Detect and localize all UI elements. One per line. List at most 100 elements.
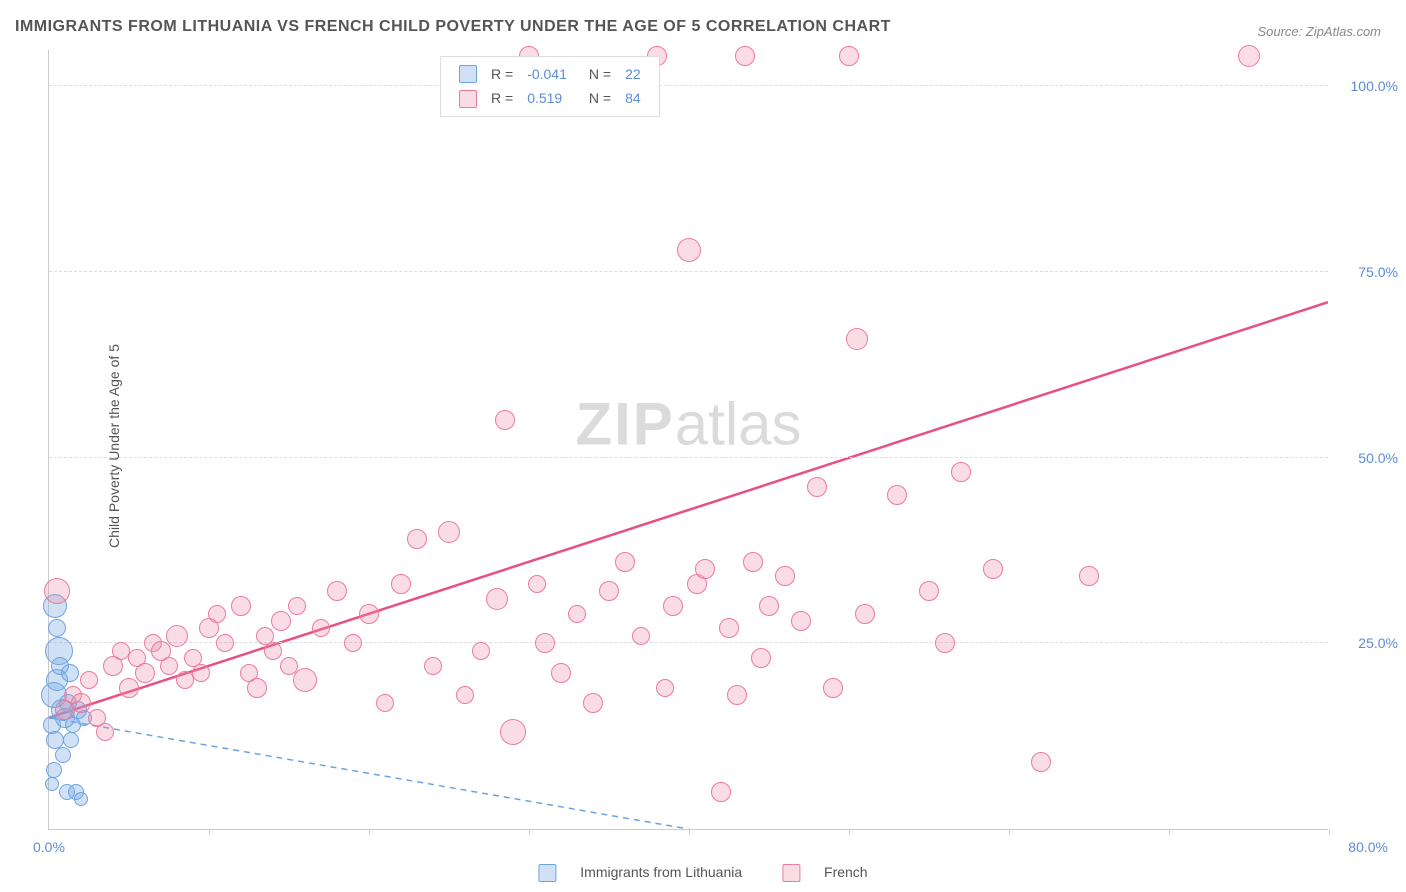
scatter-point xyxy=(80,671,98,689)
legend-row: R =-0.041N =22 xyxy=(453,63,647,85)
scatter-point xyxy=(486,588,508,610)
legend-correlation: R =-0.041N =22R =0.519N =84 xyxy=(440,56,660,117)
scatter-point xyxy=(48,619,66,637)
x-tick xyxy=(1329,829,1330,835)
x-tick xyxy=(1009,829,1010,835)
scatter-point xyxy=(823,678,843,698)
chart-container: IMMIGRANTS FROM LITHUANIA VS FRENCH CHIL… xyxy=(0,0,1406,892)
scatter-point xyxy=(727,685,747,705)
scatter-point xyxy=(344,634,362,652)
scatter-point xyxy=(855,604,875,624)
legend-item-label: Immigrants from Lithuania xyxy=(580,864,742,880)
x-tick xyxy=(1169,829,1170,835)
scatter-point xyxy=(312,619,330,637)
scatter-point xyxy=(528,575,546,593)
scatter-point xyxy=(135,663,155,683)
scatter-point xyxy=(919,581,939,601)
scatter-point xyxy=(192,664,210,682)
y-tick-label: 100.0% xyxy=(1351,78,1398,94)
scatter-point xyxy=(632,627,650,645)
scatter-point xyxy=(677,238,701,262)
legend-table: R =-0.041N =22R =0.519N =84 xyxy=(451,61,649,112)
scatter-point xyxy=(216,634,234,652)
gridline xyxy=(49,271,1328,272)
x-tick xyxy=(849,829,850,835)
legend-r-label: R = xyxy=(485,63,519,85)
scatter-point xyxy=(407,529,427,549)
gridline xyxy=(49,85,1328,86)
gridline xyxy=(49,457,1328,458)
watermark: ZIPatlas xyxy=(575,389,801,458)
legend-r-value: -0.041 xyxy=(521,63,573,85)
scatter-point xyxy=(391,574,411,594)
x-tick-label: 0.0% xyxy=(33,839,65,855)
legend-r-value: 0.519 xyxy=(521,87,573,109)
scatter-point xyxy=(887,485,907,505)
scatter-point xyxy=(96,723,114,741)
scatter-point xyxy=(438,521,460,543)
scatter-point xyxy=(61,664,79,682)
scatter-point xyxy=(208,605,226,623)
legend-item-label: French xyxy=(824,864,868,880)
legend-item: French xyxy=(772,864,877,880)
scatter-point xyxy=(45,637,73,665)
scatter-point xyxy=(376,694,394,712)
plot-area: ZIPatlas 25.0%50.0%75.0%100.0%0.0%80.0% xyxy=(48,50,1328,830)
scatter-point xyxy=(327,581,347,601)
source-label: Source: ZipAtlas.com xyxy=(1257,24,1381,39)
scatter-point xyxy=(695,559,715,579)
scatter-point xyxy=(1238,45,1260,67)
x-tick-label: 80.0% xyxy=(1348,839,1388,855)
scatter-point xyxy=(359,604,379,624)
x-tick xyxy=(689,829,690,835)
scatter-point xyxy=(775,566,795,586)
legend-n-label: N = xyxy=(575,63,617,85)
scatter-point xyxy=(719,618,739,638)
x-tick xyxy=(529,829,530,835)
scatter-point xyxy=(551,663,571,683)
gridline xyxy=(49,642,1328,643)
y-tick-label: 50.0% xyxy=(1358,450,1398,466)
scatter-point xyxy=(119,678,139,698)
scatter-point xyxy=(456,686,474,704)
trend-line xyxy=(49,302,1328,717)
trend-line xyxy=(49,718,689,829)
scatter-point xyxy=(45,777,59,791)
scatter-point xyxy=(751,648,771,668)
scatter-point xyxy=(711,782,731,802)
scatter-point xyxy=(807,477,827,497)
y-tick-label: 75.0% xyxy=(1358,264,1398,280)
scatter-point xyxy=(599,581,619,601)
scatter-point xyxy=(424,657,442,675)
scatter-point xyxy=(46,762,62,778)
scatter-point xyxy=(935,633,955,653)
legend-item: Immigrants from Lithuania xyxy=(528,864,752,880)
scatter-point xyxy=(231,596,251,616)
scatter-point xyxy=(271,611,291,631)
scatter-point xyxy=(264,642,282,660)
scatter-point xyxy=(535,633,555,653)
legend-n-value: 22 xyxy=(619,63,647,85)
scatter-point xyxy=(288,597,306,615)
trend-lines xyxy=(49,50,1328,829)
chart-title: IMMIGRANTS FROM LITHUANIA VS FRENCH CHIL… xyxy=(15,18,891,36)
legend-r-label: R = xyxy=(485,87,519,109)
scatter-point xyxy=(735,46,755,66)
scatter-point xyxy=(759,596,779,616)
scatter-point xyxy=(1079,566,1099,586)
scatter-point xyxy=(71,693,91,713)
scatter-point xyxy=(983,559,1003,579)
scatter-point xyxy=(55,747,71,763)
scatter-point xyxy=(839,46,859,66)
y-tick-label: 25.0% xyxy=(1358,635,1398,651)
scatter-point xyxy=(63,732,79,748)
scatter-point xyxy=(500,719,526,745)
x-tick xyxy=(209,829,210,835)
scatter-point xyxy=(656,679,674,697)
legend-n-value: 84 xyxy=(619,87,647,109)
scatter-point xyxy=(247,678,267,698)
scatter-point xyxy=(615,552,635,572)
scatter-point xyxy=(160,657,178,675)
scatter-point xyxy=(495,410,515,430)
legend-swatch xyxy=(538,864,556,882)
